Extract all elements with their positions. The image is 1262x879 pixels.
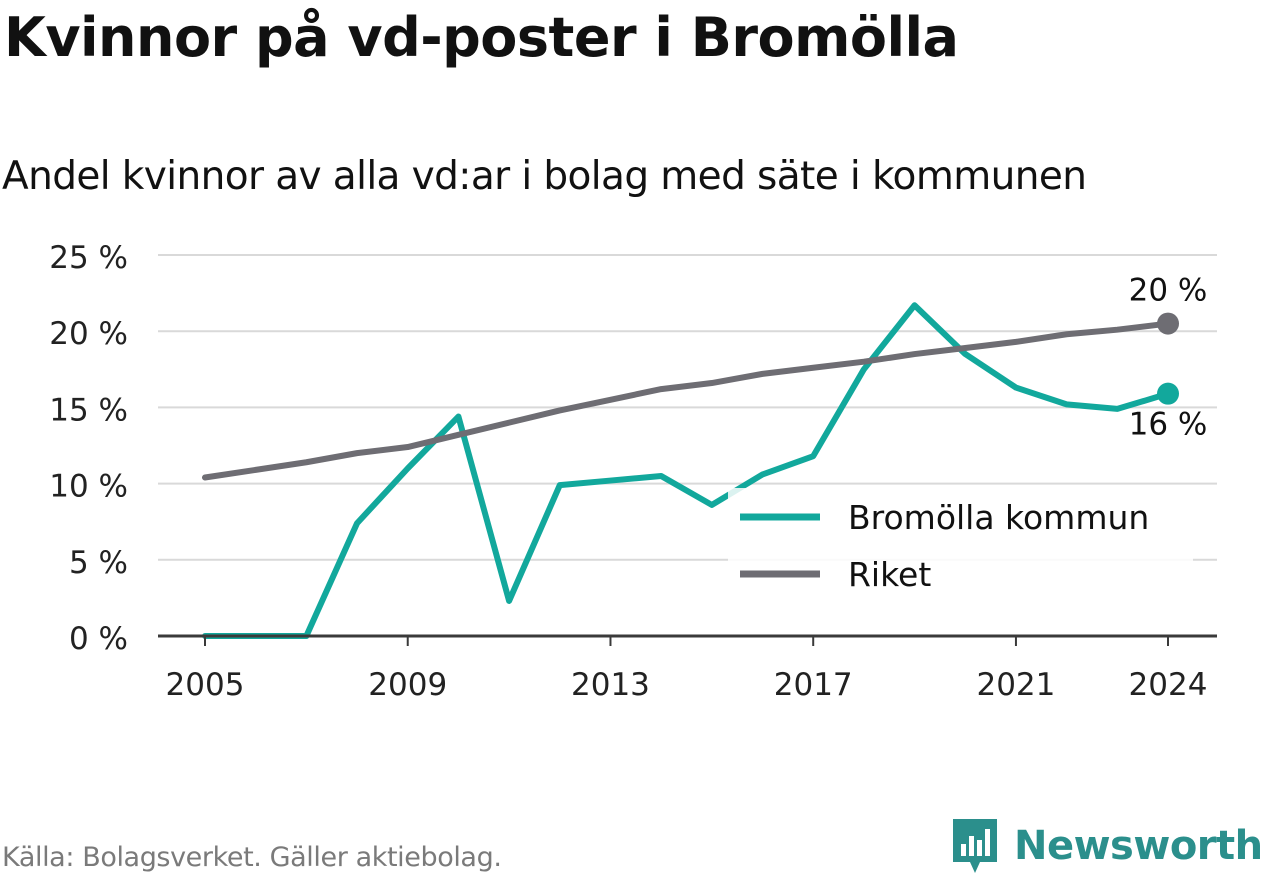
end-point <box>1157 312 1179 335</box>
legend-background <box>728 488 1193 606</box>
y-tick-label: 20 % <box>49 316 128 352</box>
y-tick-label: 5 % <box>69 545 128 581</box>
y-tick-label: 15 % <box>49 392 128 428</box>
axes: 0 % 5 % 10 % 15 % 20 % 25 % 2005 2009 2013 2017 20… <box>49 240 1217 703</box>
chart-title: Kvinnor på vd-poster i Bromölla <box>4 6 959 69</box>
x-tick-label: 2005 <box>166 667 245 703</box>
data-labels: 16 % 20 % <box>1129 273 1208 443</box>
y-tick-label: 0 % <box>69 621 128 657</box>
end-label: 20 % <box>1129 273 1208 309</box>
legend: Bromölla kommun Riket <box>728 488 1193 606</box>
series-line-riket <box>202 320 1171 481</box>
x-tick-label: 2024 <box>1129 667 1208 703</box>
brand-name: Newsworthy <box>1014 823 1262 869</box>
source-note: Källa: Bolagsverket. Gäller aktiebolag. <box>2 842 502 873</box>
y-tick-label: 25 % <box>49 240 128 276</box>
x-tick-label: 2017 <box>774 667 853 703</box>
y-tick-label: 10 % <box>49 469 128 505</box>
end-point <box>1157 382 1179 405</box>
legend-label: Bromölla kommun <box>848 498 1149 537</box>
brand-logo[interactable]: Newsworthy <box>950 816 1262 876</box>
x-tick-label: 2021 <box>976 667 1055 703</box>
legend-label: Riket <box>848 555 931 594</box>
chart-subtitle: Andel kvinnor av alla vd:ar i bolag med … <box>2 154 1087 199</box>
grid-lines <box>158 254 1217 561</box>
newsworthy-logo-icon <box>953 819 997 873</box>
x-tick-label: 2013 <box>571 667 650 703</box>
series-lines <box>202 302 1171 639</box>
x-tick-label: 2009 <box>368 667 447 703</box>
end-label: 16 % <box>1129 407 1208 443</box>
series-line-brom-lla-kommun <box>202 302 1171 639</box>
